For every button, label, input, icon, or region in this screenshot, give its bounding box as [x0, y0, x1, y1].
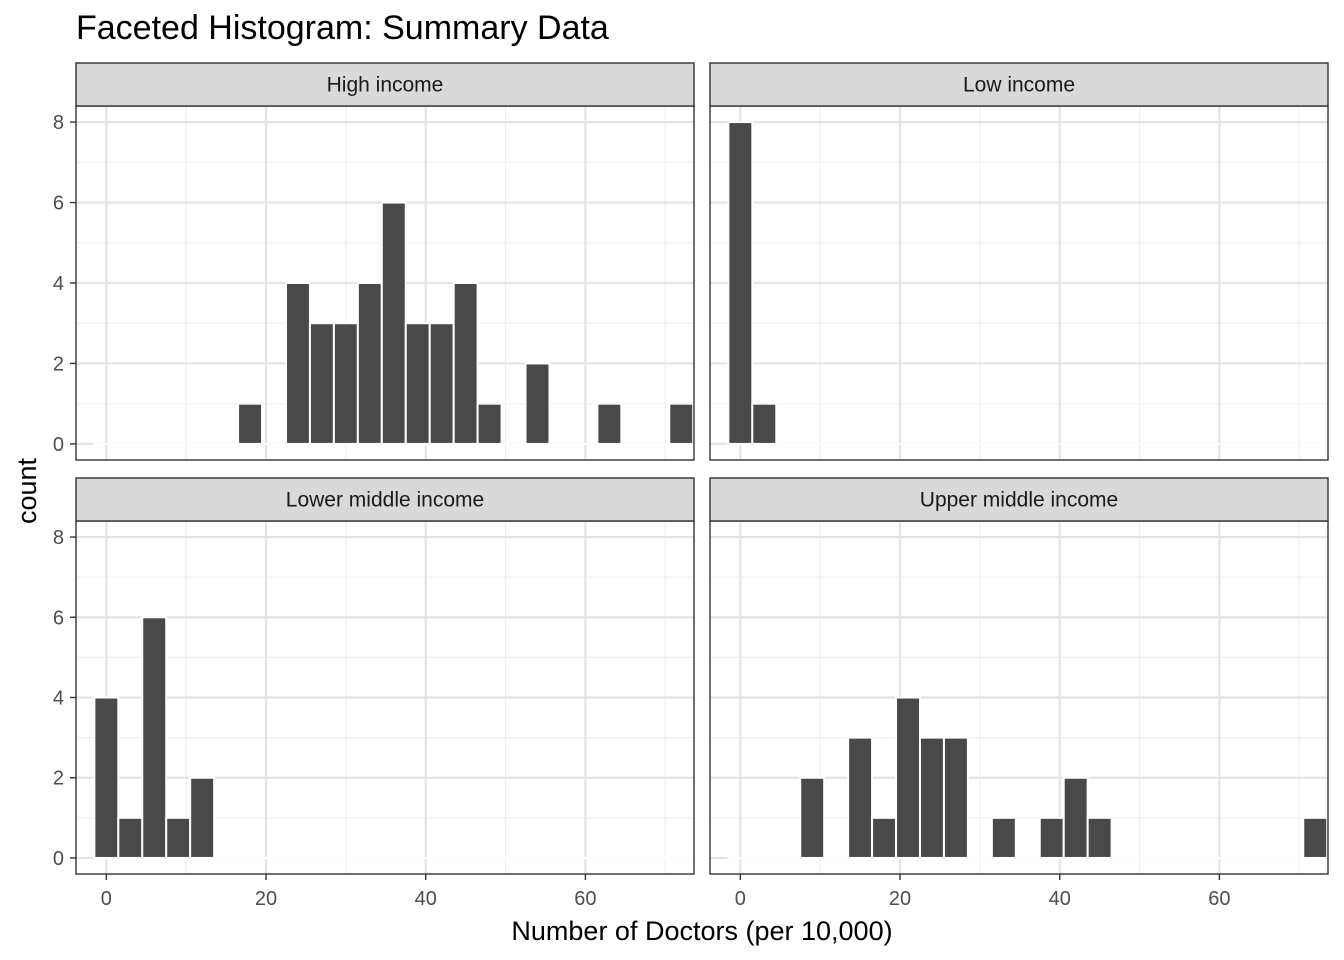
- y-tick-label: 0: [53, 848, 64, 870]
- y-tick-label: 0: [53, 434, 64, 456]
- histogram-bar: [990, 816, 1017, 859]
- facet-strip-label: High income: [327, 74, 444, 97]
- x-tick-label: 40: [415, 888, 437, 910]
- x-tick-label: 20: [889, 888, 911, 910]
- facet-panel: High income 0 2 4 6 8: [53, 62, 695, 461]
- histogram-bar: [165, 816, 192, 859]
- histogram-bar: [918, 736, 945, 859]
- histogram-bar: [308, 322, 335, 445]
- histogram-bar: [356, 282, 383, 445]
- histogram-bar: [380, 201, 407, 445]
- facet-strip-label: Low income: [963, 74, 1075, 97]
- facet-strip: [709, 477, 1329, 522]
- facet-panel: Low income: [709, 62, 1329, 461]
- x-axis-title: Number of Doctors (per 10,000): [511, 916, 892, 946]
- histogram-bar: [237, 402, 264, 445]
- facet-strip-label: Lower middle income: [286, 489, 484, 512]
- y-tick-label: 8: [53, 112, 64, 134]
- chart-title: Faceted Histogram: Summary Data: [76, 9, 609, 47]
- facet-strip: [709, 62, 1329, 107]
- histogram-bar: [284, 282, 311, 445]
- histogram-bar: [799, 776, 826, 859]
- histogram-bar: [404, 322, 431, 445]
- y-axis-title: count: [12, 457, 42, 524]
- histogram-bar: [428, 322, 455, 445]
- facet-strip: [75, 477, 695, 522]
- histogram-bar: [847, 736, 874, 859]
- x-tick-label: 40: [1049, 888, 1071, 910]
- histogram-bar: [871, 816, 898, 859]
- x-tick-label: 0: [101, 888, 112, 910]
- histogram-bar: [93, 696, 120, 859]
- y-tick-label: 4: [53, 273, 64, 295]
- facet-panel: Lower middle income 0 2 4 6 8 0 20 40 60: [53, 477, 695, 910]
- histogram-bar: [1062, 776, 1089, 859]
- histogram-bar: [751, 402, 778, 445]
- x-tick-label: 60: [1208, 888, 1230, 910]
- histogram-bar: [476, 402, 503, 445]
- histogram-bar: [668, 402, 695, 445]
- histogram-bar: [1302, 816, 1329, 859]
- y-tick-label: 6: [53, 193, 64, 215]
- histogram-bar: [117, 816, 144, 859]
- x-tick-label: 0: [735, 888, 746, 910]
- facet-strip: [75, 62, 695, 107]
- histogram-bar: [895, 696, 921, 859]
- histogram-bar: [942, 736, 969, 859]
- histogram-bar: [332, 322, 359, 445]
- y-tick-label: 6: [53, 607, 64, 629]
- histogram-bar: [452, 282, 479, 445]
- histogram-bar: [1038, 816, 1065, 859]
- y-tick-label: 4: [53, 688, 64, 710]
- x-tick-label: 20: [255, 888, 277, 910]
- histogram-bar: [141, 616, 168, 859]
- histogram-bar: [727, 121, 754, 445]
- histogram-bar: [524, 362, 551, 445]
- facet-strip-label: Upper middle income: [920, 489, 1118, 512]
- y-tick-label: 2: [53, 768, 64, 790]
- histogram-bar: [189, 776, 216, 859]
- histogram-bar: [1086, 816, 1113, 859]
- y-tick-label: 8: [53, 527, 64, 549]
- x-tick-label: 60: [574, 888, 596, 910]
- facet-panels: High income 0 2 4 6 8 Low income Lower middle i…: [53, 62, 1329, 910]
- histogram-bar: [596, 402, 623, 445]
- facet-panel: Upper middle income 0 20 40 60: [709, 477, 1329, 910]
- y-tick-label: 2: [53, 353, 64, 375]
